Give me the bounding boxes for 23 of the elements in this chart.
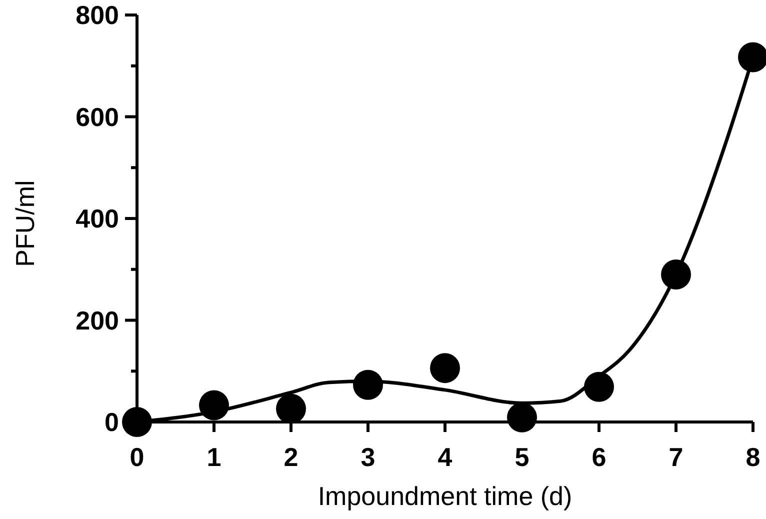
y-tick-label: 400 xyxy=(76,204,119,234)
x-tick-label: 4 xyxy=(438,442,453,472)
point xyxy=(661,259,691,290)
point xyxy=(430,353,460,384)
x-tick-label: 2 xyxy=(284,442,298,472)
point xyxy=(353,370,383,400)
point xyxy=(276,394,306,424)
y-tick-label: 800 xyxy=(76,0,119,30)
y-tick-label: 600 xyxy=(76,102,119,132)
point xyxy=(584,372,614,402)
point xyxy=(122,407,152,437)
x-tick-label: 6 xyxy=(592,442,606,472)
x-tick-label: 7 xyxy=(668,442,684,472)
x-tick-label: 5 xyxy=(514,442,530,472)
x-axis-title: Impoundment time (d) xyxy=(318,481,572,511)
point xyxy=(199,390,229,420)
x-tick-label: 1 xyxy=(206,442,222,472)
x-tick-label: 0 xyxy=(130,442,144,472)
x-tick-label: 8 xyxy=(746,442,760,472)
y-tick-label: 200 xyxy=(76,305,119,336)
y-tick-label: 0 xyxy=(104,407,119,438)
x-tick-label: 3 xyxy=(360,442,376,472)
y-axis-title: PFU/ml xyxy=(10,180,40,267)
